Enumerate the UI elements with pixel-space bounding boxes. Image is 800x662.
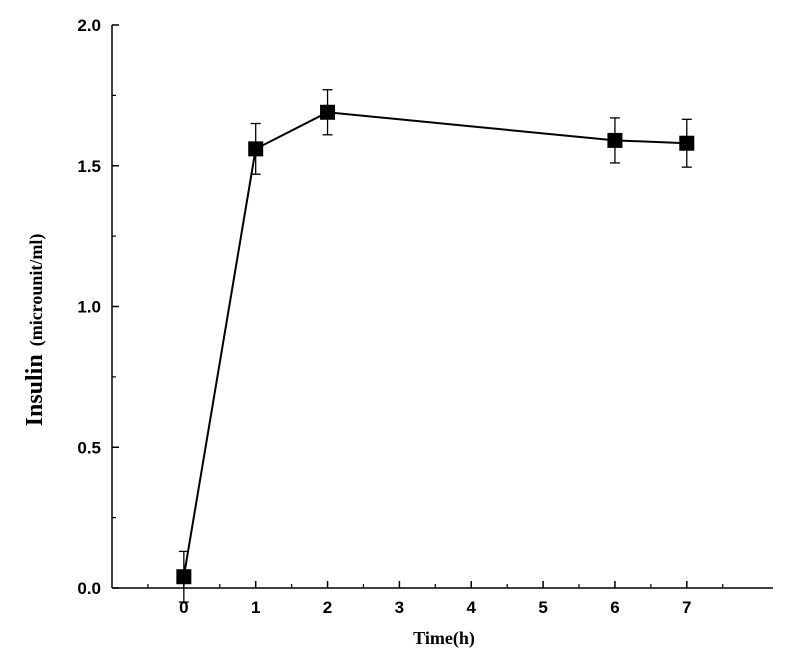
- data-point: [176, 569, 192, 585]
- x-axis-label: Time(h): [413, 628, 475, 649]
- data-point: [607, 132, 623, 148]
- data-point: [320, 104, 336, 120]
- x-tick-label: 5: [538, 598, 547, 617]
- x-tick-label: 1: [251, 598, 260, 617]
- y-tick-label: 1.5: [77, 157, 101, 176]
- x-tick-label: 7: [682, 598, 691, 617]
- data-point: [679, 135, 695, 151]
- x-axis-ticks: 0 1 2 3 4 5 6 7: [147, 581, 724, 617]
- y-tick-label: 0.5: [77, 438, 101, 457]
- series-line: [182, 111, 687, 577]
- x-tick-label: 2: [323, 598, 332, 617]
- y-axis-label: Insulin (microunit/ml): [22, 234, 48, 427]
- x-tick-label: 0: [179, 598, 188, 617]
- x-tick-label: 6: [610, 598, 619, 617]
- plot-area: [176, 89, 695, 603]
- y-axis-ticks: 0.0 0.5 1.0 1.5 2.0: [77, 16, 119, 598]
- x-tick-label: 4: [467, 598, 477, 617]
- data-point: [248, 141, 264, 157]
- y-tick-label: 2.0: [77, 16, 101, 35]
- y-tick-label: 0.0: [77, 579, 101, 598]
- axes: [111, 25, 773, 589]
- y-tick-label: 1.0: [77, 298, 101, 317]
- y-axis-label-unit: (microunit/ml): [26, 234, 47, 347]
- y-axis-label-main: Insulin: [22, 354, 48, 426]
- x-tick-label: 3: [395, 598, 404, 617]
